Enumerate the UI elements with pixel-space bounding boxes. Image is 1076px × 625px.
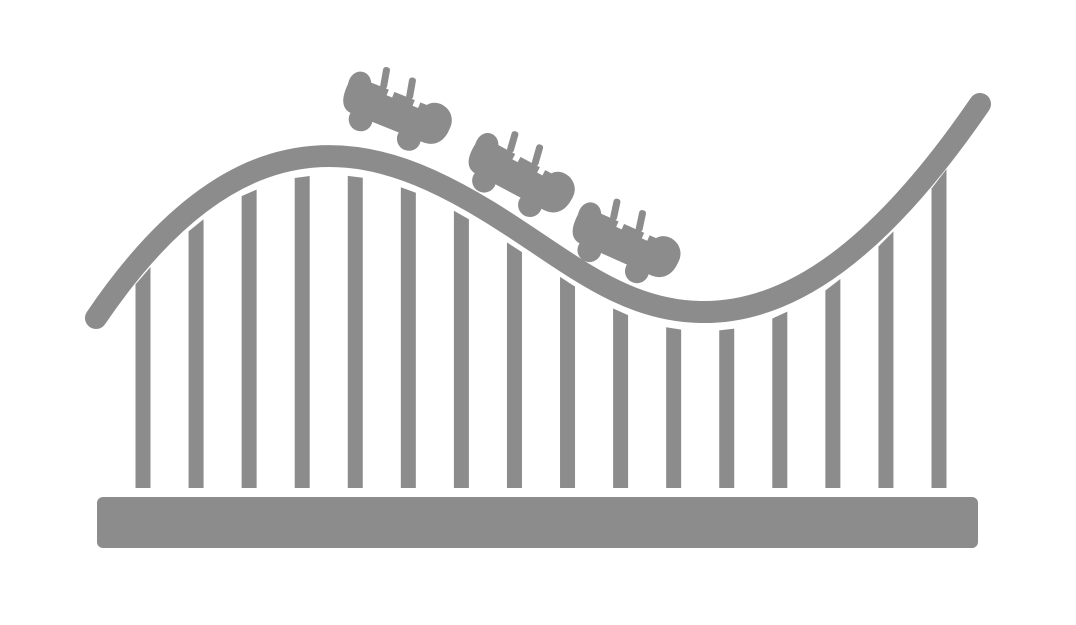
support-post — [931, 169, 947, 488]
support-post — [241, 189, 257, 488]
support-post — [825, 279, 841, 488]
support-post — [666, 327, 682, 488]
support-post — [135, 267, 151, 488]
support-post — [772, 311, 788, 488]
ground-base — [97, 497, 978, 548]
track-rail — [85, 93, 991, 329]
support-post — [453, 210, 469, 488]
support-post — [613, 308, 629, 488]
support-post — [188, 219, 204, 488]
support-post — [719, 328, 735, 488]
support-post — [400, 187, 416, 489]
support-post — [878, 231, 894, 488]
support-post — [506, 242, 522, 488]
support-post — [560, 276, 576, 488]
coaster-car — [343, 66, 452, 151]
support-post — [347, 175, 363, 489]
coaster-car — [572, 198, 681, 284]
cars-group — [343, 66, 681, 284]
supports-group — [135, 169, 947, 489]
coaster-car — [468, 131, 575, 217]
support-post — [294, 176, 310, 488]
